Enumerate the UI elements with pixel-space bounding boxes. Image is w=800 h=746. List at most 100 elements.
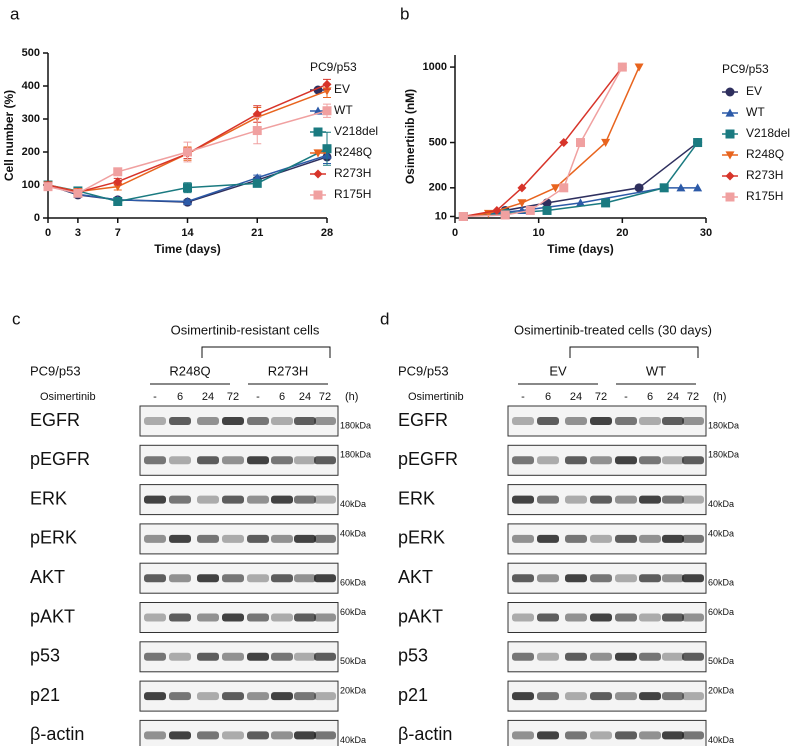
band [682, 495, 704, 504]
x-tick-label: 0 [45, 227, 51, 239]
band [639, 652, 661, 661]
band [615, 417, 637, 425]
band [294, 652, 316, 661]
x-tick-label: 28 [321, 227, 333, 239]
band [222, 574, 244, 583]
band [197, 613, 219, 622]
band [314, 731, 336, 740]
y-tick-label: 200 [429, 182, 447, 194]
legend-label: V218del [334, 124, 378, 138]
y-tick-label: 10 [435, 210, 447, 222]
protein-label: pAKT [30, 606, 75, 626]
band [247, 417, 269, 425]
band [144, 534, 166, 543]
kda-label: 20kDa [340, 685, 366, 695]
band [314, 456, 336, 465]
group-label: R273H [268, 363, 308, 378]
band [197, 417, 219, 425]
panel-label: c [12, 309, 21, 328]
band [271, 613, 293, 622]
band [590, 534, 612, 543]
band [537, 534, 559, 543]
data-point [559, 183, 569, 193]
protein-label: AKT [30, 567, 65, 587]
band [615, 574, 637, 583]
blot-strip [139, 641, 339, 673]
band [662, 574, 684, 583]
band [537, 692, 559, 701]
x-tick-label: 0 [452, 227, 458, 239]
band [682, 417, 704, 425]
band [662, 456, 684, 465]
band [512, 456, 534, 465]
band [682, 613, 704, 622]
band [639, 495, 661, 504]
band [639, 613, 661, 622]
band [169, 731, 191, 740]
band [590, 731, 612, 740]
kda-label: 40kDa [340, 499, 366, 509]
data-point [458, 211, 468, 221]
kda-label: 60kDa [340, 578, 366, 588]
data-point [517, 183, 527, 193]
y-tick-label: 1000 [423, 61, 447, 73]
band [639, 534, 661, 543]
data-point [183, 183, 192, 193]
legend-marker [725, 108, 735, 117]
data-point [550, 184, 560, 193]
cell-line: PC9/p53 [30, 363, 81, 378]
protein-label: β-actin [30, 724, 84, 744]
band [537, 456, 559, 465]
band [169, 495, 191, 504]
band [565, 417, 587, 425]
band [197, 534, 219, 543]
lane-label: - [256, 391, 260, 403]
panel-label: b [400, 4, 409, 23]
lane-label: 6 [545, 391, 551, 403]
band [662, 534, 684, 543]
band [590, 417, 612, 425]
data-point [559, 138, 569, 148]
legend-title: PC9/p53 [310, 60, 357, 74]
kda-label: 180kDa [340, 420, 371, 430]
band [222, 495, 244, 504]
band [615, 613, 637, 622]
x-tick-label: 10 [533, 227, 545, 239]
cell-line: PC9/p53 [398, 363, 449, 378]
band [590, 613, 612, 622]
protein-label: ERK [398, 488, 435, 508]
band [197, 652, 219, 661]
band [590, 652, 612, 661]
band [294, 456, 316, 465]
kda-label: 60kDa [708, 578, 734, 588]
band [197, 456, 219, 465]
kda-label: 40kDa [708, 528, 734, 538]
band [271, 652, 293, 661]
band [294, 534, 316, 543]
legend-label: EV [334, 82, 350, 96]
band [682, 456, 704, 465]
lane-label: 72 [227, 391, 239, 403]
protein-label: pEGFR [398, 449, 458, 469]
band [512, 574, 534, 583]
band [247, 613, 269, 622]
data-point [576, 198, 585, 207]
panel-label: d [380, 309, 389, 328]
lane-label: 24 [202, 391, 214, 403]
legend-marker [725, 171, 735, 181]
kda-label: 60kDa [340, 607, 366, 617]
lane-label: 72 [595, 391, 607, 403]
data-point [252, 109, 262, 119]
band [314, 692, 336, 701]
legend-title: PC9/p53 [722, 62, 769, 76]
legend-label: R175H [746, 189, 783, 203]
band [169, 613, 191, 622]
band [144, 731, 166, 740]
data-point [322, 144, 332, 154]
band [169, 456, 191, 465]
protein-label: pERK [30, 528, 77, 548]
series-line [463, 187, 698, 218]
data-point [73, 188, 83, 198]
band [662, 652, 684, 661]
